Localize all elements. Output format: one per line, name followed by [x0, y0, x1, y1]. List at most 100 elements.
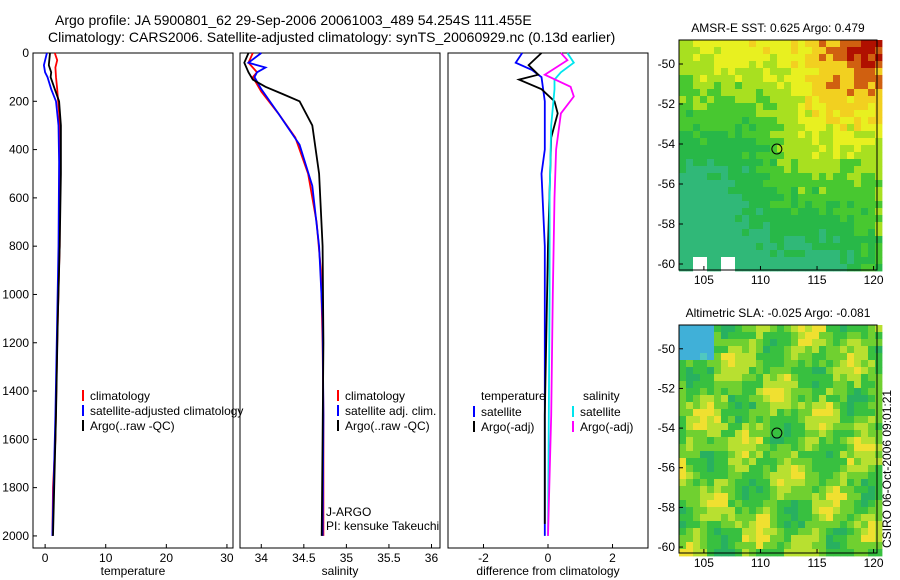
sst-cell: [735, 222, 743, 230]
sla-cell: [707, 542, 715, 550]
sst-cell: [714, 96, 722, 104]
sst-cell: [798, 89, 806, 97]
sst-cell: [791, 208, 799, 216]
sla-cell: [854, 339, 862, 347]
sst-cell: [742, 131, 750, 139]
sst-cell: [721, 152, 729, 160]
sla-cell: [686, 402, 694, 410]
sst-cell: [735, 187, 743, 195]
sla-cell: [756, 325, 764, 333]
sla-cell: [861, 479, 869, 487]
sst-cell: [805, 75, 813, 83]
sla-cell: [742, 507, 750, 515]
sst-cell: [812, 110, 820, 118]
sla-cell: [840, 507, 848, 515]
sla-cell: [700, 395, 708, 403]
sst-cell: [868, 68, 876, 76]
sst-ytick-label: -56: [658, 177, 676, 191]
sst-cell: [770, 124, 778, 132]
sst-cell: [784, 243, 792, 251]
sla-cell: [700, 465, 708, 473]
sst-cell: [826, 208, 834, 216]
difference-legend-label: satellite: [580, 405, 621, 419]
sla-cell: [686, 353, 694, 361]
sla-cell: [812, 458, 820, 466]
sst-cell: [679, 54, 687, 62]
sla-cell: [819, 437, 827, 445]
sla-cell: [679, 374, 687, 382]
sst-cell: [714, 47, 722, 55]
salinity-series-2: [243, 52, 325, 536]
sla-cell: [833, 444, 841, 452]
sla-cell: [875, 360, 883, 368]
sst-cell: [805, 264, 813, 272]
sst-cell: [686, 159, 694, 167]
sst-cell: [875, 152, 883, 160]
sst-argo-marker: [771, 143, 783, 155]
sst-cell: [840, 54, 848, 62]
sla-cell: [861, 486, 869, 494]
sla-cell: [784, 451, 792, 459]
sst-cell: [791, 47, 799, 55]
sst-cell: [840, 152, 848, 160]
sla-cell: [742, 339, 750, 347]
sst-cell: [742, 75, 750, 83]
sst-cell: [819, 194, 827, 202]
sla-cell: [819, 332, 827, 340]
sla-cell: [777, 346, 785, 354]
sst-cell: [742, 47, 750, 55]
salinity-annotation: J-ARGO: [326, 505, 371, 519]
sla-cell: [854, 493, 862, 501]
sst-cell: [735, 61, 743, 69]
sla-cell: [868, 339, 876, 347]
sla-cell: [707, 472, 715, 480]
sst-cell: [763, 159, 771, 167]
sst-cell: [763, 187, 771, 195]
sla-cell: [833, 500, 841, 508]
sst-cell: [735, 159, 743, 167]
sst-cell: [686, 229, 694, 237]
sla-cell: [805, 325, 813, 333]
sst-frame: [678, 39, 878, 271]
sla-cell: [686, 395, 694, 403]
sla-cell: [742, 381, 750, 389]
sla-cell: [679, 423, 687, 431]
sla-xtick-label: 105: [694, 556, 714, 570]
sla-cell: [735, 514, 743, 522]
sla-cell: [693, 381, 701, 389]
sst-cell: [763, 96, 771, 104]
sst-ytick-label: -58: [658, 217, 676, 231]
sla-cell: [833, 381, 841, 389]
sla-cell: [728, 542, 736, 550]
sst-cell: [854, 89, 862, 97]
sla-cell: [819, 388, 827, 396]
sla-cell: [770, 374, 778, 382]
sla-cell: [763, 472, 771, 480]
sst-cell: [784, 145, 792, 153]
sla-cell: [833, 409, 841, 417]
sst-cell: [728, 264, 736, 272]
sla-cell: [861, 542, 869, 550]
sst-cell: [721, 145, 729, 153]
sla-cell: [721, 535, 729, 543]
sla-cell: [854, 332, 862, 340]
sla-cell: [875, 444, 883, 452]
sla-cell: [728, 388, 736, 396]
sst-cell: [805, 173, 813, 181]
sst-cell: [777, 75, 785, 83]
sst-cell: [784, 68, 792, 76]
sst-cell: [805, 89, 813, 97]
sla-cell: [805, 332, 813, 340]
sst-cell: [805, 117, 813, 125]
difference-xtick-label: 0: [545, 551, 552, 565]
sst-cell: [791, 54, 799, 62]
sst-cell: [707, 201, 715, 209]
sla-cell: [749, 514, 757, 522]
sst-cell: [749, 54, 757, 62]
sst-cell: [805, 166, 813, 174]
sla-cell: [798, 486, 806, 494]
sst-cell: [735, 82, 743, 90]
sst-cell: [791, 124, 799, 132]
difference-legend-label: satellite: [481, 405, 522, 419]
